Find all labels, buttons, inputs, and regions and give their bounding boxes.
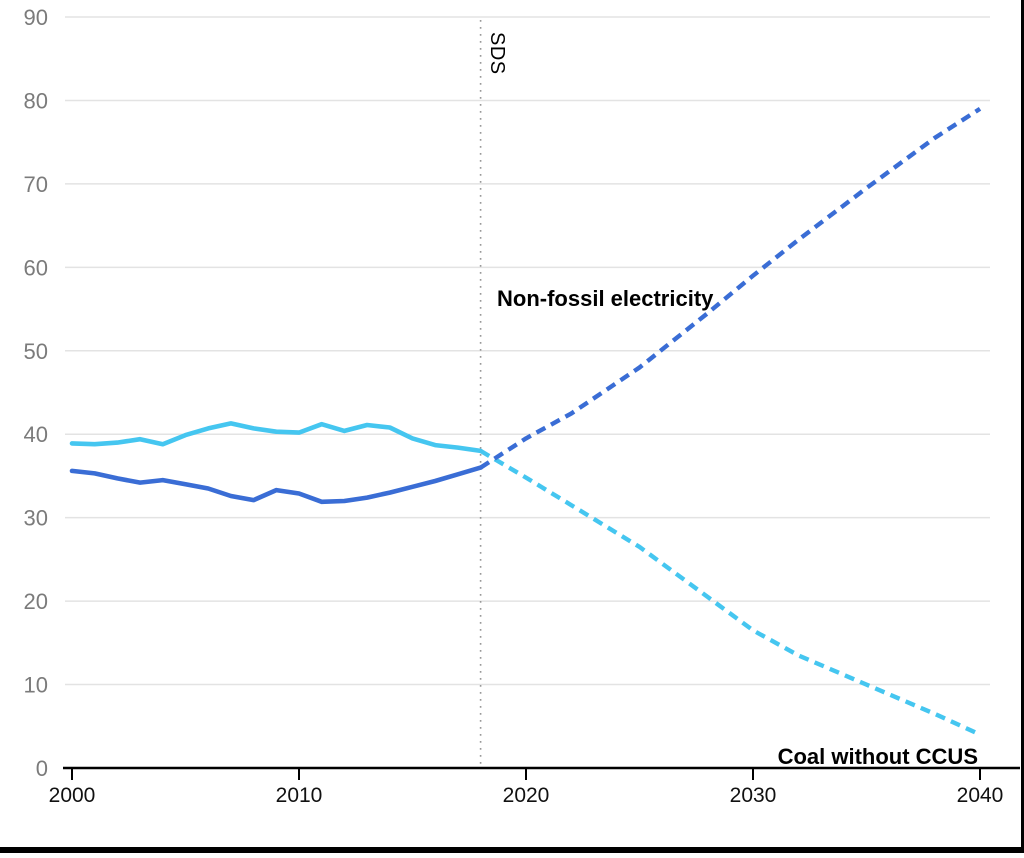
y-tick-label-60: 60 — [24, 255, 48, 280]
coal-without-ccus-projection-line — [479, 449, 981, 737]
y-tick-label-20: 20 — [24, 589, 48, 614]
non-fossil-electricity-annotation: Non-fossil electricity — [497, 286, 714, 311]
y-tick-label-0: 0 — [36, 756, 48, 781]
y-tick-label-30: 30 — [24, 506, 48, 531]
x-tick-label-2000: 2000 — [49, 784, 96, 807]
x-tick-label-2010: 2010 — [276, 784, 323, 807]
x-tick-label-2020: 2020 — [503, 784, 550, 807]
scenario-label: SDS — [486, 32, 508, 75]
y-tick-label-40: 40 — [24, 422, 48, 447]
window-edge-right — [1021, 0, 1024, 853]
coal-without-ccus-annotation: Coal without CCUS — [777, 744, 978, 769]
non-fossil-electricity-projection-line — [479, 106, 982, 470]
y-tick-label-70: 70 — [24, 172, 48, 197]
y-tick-label-90: 90 — [24, 5, 48, 30]
coal-without-ccus-historical-line — [69, 421, 483, 454]
y-tick-label-10: 10 — [24, 673, 48, 698]
x-tick-label-2030: 2030 — [730, 784, 777, 807]
y-tick-label-50: 50 — [24, 339, 48, 364]
y-tick-label-80: 80 — [24, 88, 48, 113]
x-tick-label-2040: 2040 — [957, 784, 1004, 807]
non-fossil-electricity-historical-line — [69, 465, 483, 505]
window-edge-bottom — [0, 847, 1024, 853]
